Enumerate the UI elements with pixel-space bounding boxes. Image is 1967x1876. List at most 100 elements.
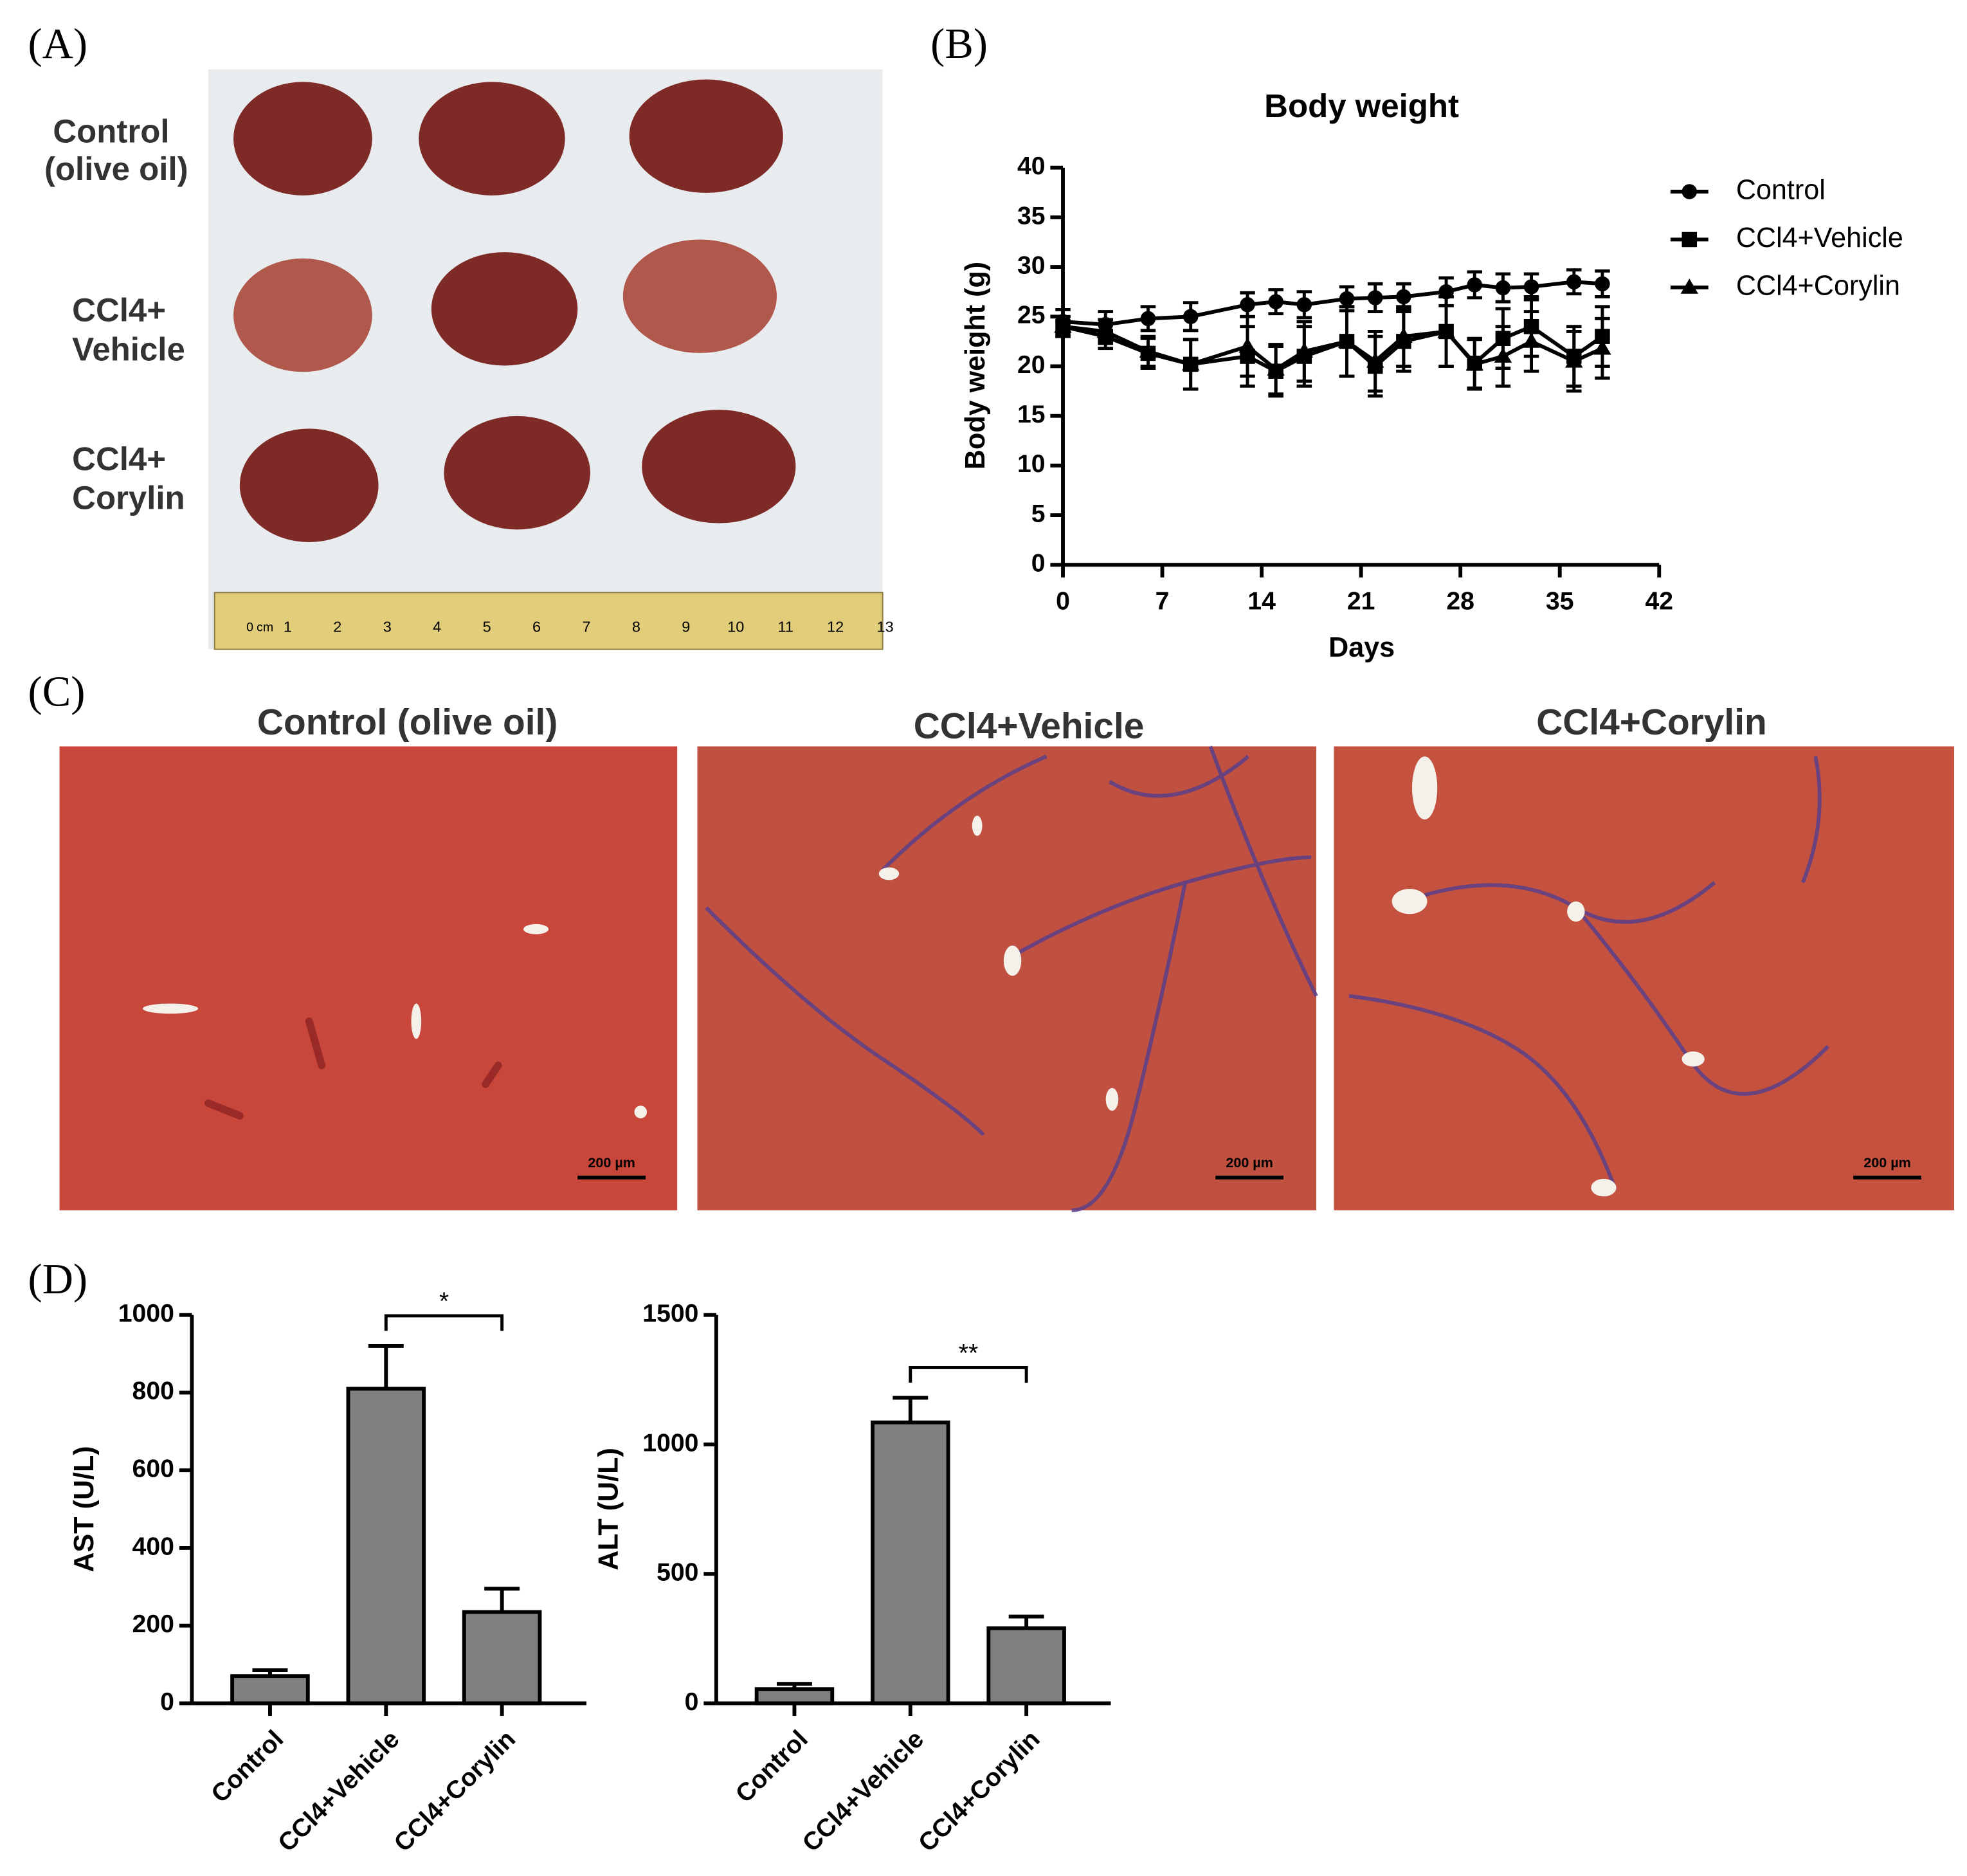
x-tick-label: 28 xyxy=(1446,587,1474,615)
liver xyxy=(233,258,372,372)
row-label: Vehicle xyxy=(72,331,185,367)
marker xyxy=(1240,297,1255,313)
ruler-label: 7 xyxy=(582,618,590,635)
significance-bracket xyxy=(384,1314,504,1331)
error-bar xyxy=(1008,1614,1044,1628)
x-tick-label: Control xyxy=(206,1726,289,1808)
y-axis-label: AST (U/L) xyxy=(69,1446,100,1572)
marker xyxy=(1183,309,1199,325)
ruler-label: 6 xyxy=(532,618,541,635)
series-line xyxy=(1062,324,1604,372)
marker xyxy=(1681,232,1698,248)
y-tick-label: 1500 xyxy=(642,1300,698,1327)
y-tick-label: 0 xyxy=(160,1688,174,1716)
histology-title: Control (olive oil) xyxy=(257,702,557,743)
marker xyxy=(1337,332,1356,348)
x-tick-label: Control xyxy=(730,1726,813,1808)
marker xyxy=(1494,347,1512,363)
marker xyxy=(1593,339,1611,355)
y-tick-label: 1000 xyxy=(118,1300,174,1327)
histology xyxy=(59,745,1954,1212)
ruler-label: 12 xyxy=(827,618,844,635)
marker xyxy=(1139,342,1157,358)
marker xyxy=(1367,290,1383,305)
scale-bar-label: 200 µm xyxy=(1226,1154,1273,1170)
ruler-label: 3 xyxy=(383,618,392,635)
marker xyxy=(1467,277,1483,293)
marker xyxy=(1396,289,1411,305)
bar xyxy=(986,1626,1066,1706)
histology-title: CCl4+Corylin xyxy=(1536,702,1767,743)
y-tick-label: 500 xyxy=(657,1559,698,1587)
chart-title: Body weight xyxy=(1264,87,1459,124)
marker xyxy=(1295,342,1314,358)
marker xyxy=(1522,332,1541,348)
x-tick-label: 0 xyxy=(1056,587,1070,615)
marker xyxy=(1566,274,1582,290)
marker xyxy=(1339,291,1355,307)
marker xyxy=(1595,276,1610,292)
liver xyxy=(233,82,372,196)
marker xyxy=(1565,352,1583,368)
y-tick-label: 30 xyxy=(1017,251,1046,279)
ruler-label: 11 xyxy=(778,618,793,635)
liver-photo: 0 cm 1 2 3 4 5 6 7 8 9 10 11 12 13 xyxy=(208,69,894,650)
marker xyxy=(1680,278,1699,294)
x-tick-label: CCl4+Vehicle xyxy=(797,1726,929,1857)
y-tick-label: 20 xyxy=(1017,351,1046,379)
scale-bar-label: 200 µm xyxy=(588,1154,635,1170)
liver xyxy=(419,82,565,196)
liver xyxy=(444,415,590,530)
y-tick-label: 1000 xyxy=(642,1429,698,1457)
panel-label: (C) xyxy=(28,668,86,715)
y-tick-label: 15 xyxy=(1017,401,1046,428)
ruler-label: 4 xyxy=(433,618,441,635)
marker xyxy=(1181,355,1200,371)
marker xyxy=(1096,322,1114,338)
liver xyxy=(642,410,796,524)
significance-label: ** xyxy=(959,1340,979,1367)
histology-title: CCl4+Vehicle xyxy=(914,706,1145,747)
row-label: Control xyxy=(53,113,169,149)
marker xyxy=(1238,337,1256,353)
series-line xyxy=(1062,280,1603,327)
ruler-label: 9 xyxy=(682,618,690,635)
bar xyxy=(462,1610,542,1706)
error-bar xyxy=(368,1344,404,1389)
legend-label: Control xyxy=(1736,174,1826,205)
bar xyxy=(754,1687,835,1706)
scale-bar-label: 200 µm xyxy=(1863,1154,1911,1170)
marker xyxy=(1681,184,1698,199)
panel-label: (A) xyxy=(28,21,88,68)
y-tick-label: 0 xyxy=(685,1688,699,1716)
error-bar xyxy=(893,1396,929,1423)
bar xyxy=(230,1674,310,1706)
marker xyxy=(1296,297,1312,313)
marker xyxy=(1268,294,1283,309)
ruler-label: 10 xyxy=(727,618,744,635)
marker xyxy=(1140,311,1156,327)
significance-bracket xyxy=(909,1365,1028,1383)
liver xyxy=(629,79,783,193)
marker xyxy=(1395,327,1413,343)
marker xyxy=(1465,355,1483,371)
x-tick-label: 7 xyxy=(1156,587,1170,615)
ruler-label: 0 xyxy=(246,620,253,634)
marker xyxy=(1495,280,1511,296)
x-tick-label: 14 xyxy=(1247,587,1276,615)
y-tick-label: 800 xyxy=(132,1378,174,1405)
marker xyxy=(1366,352,1384,368)
marker xyxy=(1523,279,1539,295)
x-tick-label: CCl4+Corylin xyxy=(389,1726,521,1857)
y-axis-label: ALT (U/L) xyxy=(594,1448,624,1571)
y-tick-label: 35 xyxy=(1017,202,1046,230)
y-tick-label: 600 xyxy=(132,1455,174,1483)
y-tick-label: 200 xyxy=(132,1610,174,1638)
x-tick-label: CCl4+Corylin xyxy=(913,1726,1045,1857)
ruler-label: cm xyxy=(257,620,273,634)
marker xyxy=(1437,322,1455,338)
bar xyxy=(871,1420,950,1706)
panel-label: (D) xyxy=(28,1256,88,1303)
y-tick-label: 10 xyxy=(1017,450,1046,478)
y-tick-label: 400 xyxy=(132,1533,174,1560)
